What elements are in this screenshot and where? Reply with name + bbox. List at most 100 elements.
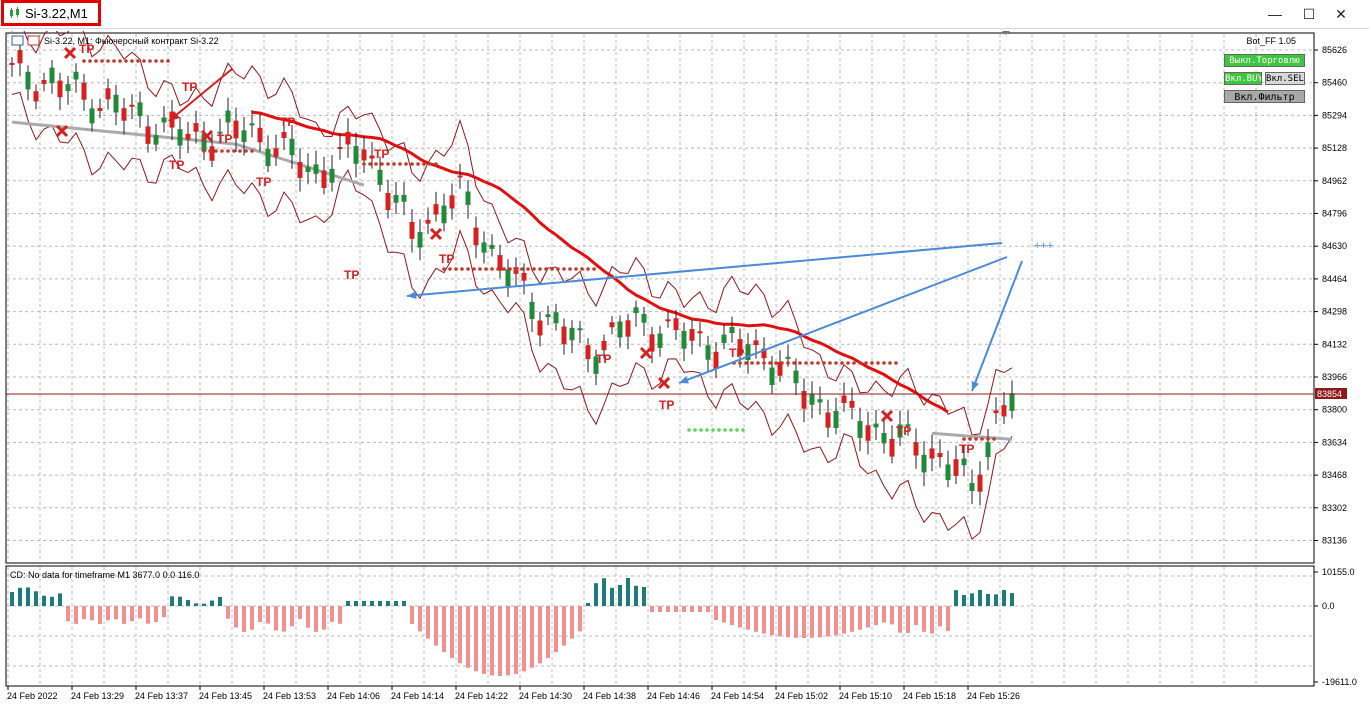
candle-bull — [873, 423, 879, 428]
candle-bull — [73, 71, 79, 80]
cd-bar-negative — [786, 606, 790, 638]
close-x-mark — [55, 124, 69, 138]
candle-bull — [225, 110, 231, 123]
cd-bar-negative — [770, 606, 774, 636]
candle-bull — [49, 67, 55, 84]
close-icon[interactable]: ✕ — [1335, 6, 1347, 22]
stop-loss-dot — [238, 149, 242, 153]
cd-bar-negative — [338, 606, 342, 624]
candle-bull — [505, 269, 511, 287]
cd-bar-positive — [970, 593, 974, 606]
cd-bar-negative — [578, 606, 582, 632]
stop-loss-dot — [962, 437, 966, 441]
price-tick-label: 84298 — [1322, 307, 1347, 317]
stop-loss-dot — [100, 59, 104, 63]
indicator-panel[interactable] — [5, 565, 1315, 687]
maximize-icon[interactable]: ☐ — [1302, 6, 1316, 22]
cd-bar-negative — [938, 606, 942, 627]
time-tick-label: 24 Feb 15:02 — [775, 691, 828, 701]
window-title-tab[interactable]: Si-3.22,M1 — [1, 0, 101, 26]
bollinger-bands — [11, 31, 1013, 541]
cd-bar-negative — [914, 606, 918, 625]
cd-bar-negative — [690, 606, 694, 612]
candle-bear — [649, 334, 655, 352]
cd-bar-positive — [370, 601, 374, 606]
stop-loss-dot — [484, 267, 488, 271]
candle-bull — [833, 410, 839, 428]
stop-loss-dot — [244, 149, 248, 153]
cd-bar-positive — [402, 601, 406, 606]
price-tick-label: 84630 — [1322, 241, 1347, 251]
blue-arrow — [971, 260, 1023, 392]
cd-bar-negative — [898, 606, 902, 633]
cd-bar-positive — [34, 591, 38, 606]
cd-bar-negative — [730, 606, 734, 626]
candle-bear — [609, 322, 615, 328]
current-price: 83854 — [1317, 389, 1342, 399]
stop-loss-dot — [448, 267, 452, 271]
candle-bear — [369, 155, 375, 159]
cd-bar-negative — [674, 606, 678, 612]
cd-bar-negative — [570, 606, 574, 639]
candle-bull — [441, 205, 447, 224]
stop-loss-dot — [744, 361, 748, 365]
cd-bar-positive — [194, 603, 198, 606]
stop-loss-dot — [586, 267, 590, 271]
stop-loss-dot — [392, 162, 396, 166]
cd-bar-positive — [218, 596, 222, 606]
stop-loss-dot — [762, 361, 766, 365]
take-profit-dot — [729, 428, 733, 432]
candle-bear — [585, 345, 591, 360]
cd-bar-negative — [826, 606, 830, 637]
cd-bar-positive — [634, 585, 638, 606]
candle-bull — [217, 131, 223, 134]
trading-off-button[interactable]: Выкл.Торговлю — [1224, 54, 1305, 67]
stop-loss-dot — [852, 361, 856, 365]
time-tick-label: 24 Feb 13:53 — [263, 691, 316, 701]
price-tick-label: 84796 — [1322, 209, 1347, 219]
cd-bar-positive — [642, 586, 646, 606]
candle-bull — [305, 167, 311, 172]
stop-loss-dot — [416, 162, 420, 166]
take-profit-dot — [705, 428, 709, 432]
stop-loss-dot — [362, 162, 366, 166]
candle-bull — [729, 327, 735, 334]
window-title: Si-3.22,M1 — [25, 5, 88, 21]
stop-loss-dot — [882, 361, 886, 365]
candle-bear — [537, 320, 543, 336]
annotation-arrows — [168, 68, 1023, 392]
chart-icon-2 — [27, 35, 40, 46]
sell-on-button[interactable]: Вкл.SELL — [1265, 72, 1305, 85]
price-tick-label: 85128 — [1322, 143, 1347, 153]
ea-label: Bot_FF 1.05 — [1246, 36, 1296, 46]
annotation-text: +++ — [1034, 240, 1053, 252]
stop-loss-dot — [738, 361, 742, 365]
filter-on-button[interactable]: Вкл.Фильтр — [1224, 90, 1305, 103]
cd-bar-negative — [842, 606, 846, 634]
candle-bear — [889, 438, 895, 457]
cd-bar-positive — [26, 587, 30, 606]
cd-bar-positive — [962, 595, 966, 606]
minimize-icon[interactable]: — — [1268, 6, 1282, 22]
candle-bull — [249, 123, 255, 126]
price-tick-label: 85626 — [1322, 45, 1347, 55]
level-dots — [82, 59, 996, 441]
stop-loss-dot — [828, 361, 832, 365]
stop-loss-dot — [550, 267, 554, 271]
cd-bar-negative — [322, 606, 326, 630]
cd-bar-negative — [66, 606, 70, 622]
candle-bull — [921, 454, 927, 473]
stop-loss-dot — [410, 162, 414, 166]
candle-bear — [601, 340, 607, 351]
gray-moving-average-2 — [931, 431, 1013, 441]
buy-on-button[interactable]: Вкл.BUY — [1224, 72, 1262, 85]
candle-bear — [825, 412, 831, 428]
close-x-mark — [200, 129, 214, 143]
cd-bar-negative — [450, 606, 454, 659]
stop-loss-dot — [398, 162, 402, 166]
candle-bull — [945, 464, 951, 481]
stop-loss-dot — [496, 267, 500, 271]
red-arrowhead — [169, 111, 180, 121]
upper-band — [11, 31, 1013, 436]
